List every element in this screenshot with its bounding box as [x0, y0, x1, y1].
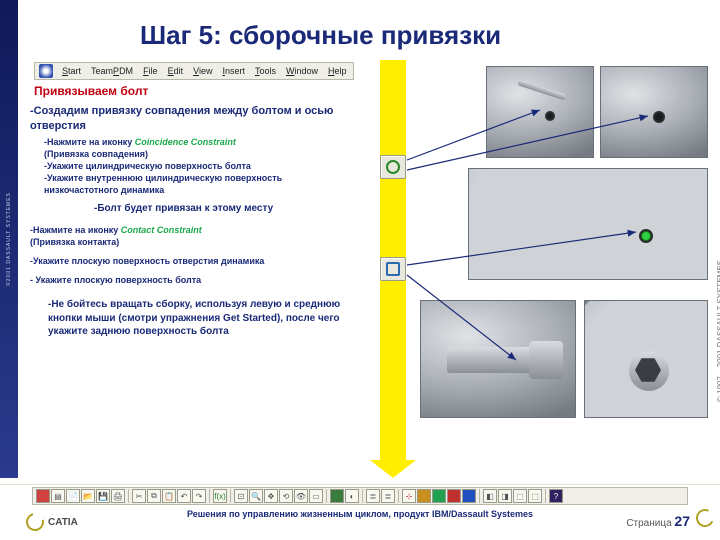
- instruction-content: -Создадим привязку совпадения между болт…: [30, 104, 380, 339]
- page-number: 27: [674, 513, 690, 529]
- tb-m3-icon[interactable]: ⬚: [513, 489, 527, 503]
- figure-bolt-bottom: [420, 300, 576, 418]
- sub-1d: низкочастотного динамика: [30, 184, 380, 196]
- coincidence-constraint-icon[interactable]: [380, 155, 406, 179]
- left-brand-text: ©2001 DASSAULT SYSTEMES: [6, 192, 12, 286]
- tb-tree-icon[interactable]: ≣: [366, 489, 380, 503]
- em-coincidence: Coincidence Constraint: [135, 137, 236, 147]
- menu-tools[interactable]: Tools: [250, 66, 281, 76]
- tb-icon[interactable]: [36, 489, 50, 503]
- figure-hex-bottom: [584, 300, 708, 418]
- tb-sel3-icon[interactable]: [447, 489, 461, 503]
- tb-fit-icon[interactable]: ⊡: [234, 489, 248, 503]
- page-indicator: Страница 27: [626, 513, 690, 529]
- tb-pan-icon[interactable]: ✥: [264, 489, 278, 503]
- tb-m4-icon[interactable]: ⬚: [528, 489, 542, 503]
- tb-sel4-icon[interactable]: [462, 489, 476, 503]
- tb-look-icon[interactable]: 👁: [294, 489, 308, 503]
- menu-insert[interactable]: Insert: [217, 66, 250, 76]
- menu-teampdm[interactable]: TeamPDM: [86, 66, 138, 76]
- menu-edit[interactable]: Edit: [163, 66, 189, 76]
- figure-ring-mid: [468, 168, 708, 280]
- slide-footer: ▤ 📄 📂 💾 🖨 ✂ ⧉ 📋 ↶ ↷ f(x) ⊡ 🔍 ✥ ⟲ 👁 ▭ ◐ ≣…: [0, 484, 720, 540]
- lead-1: -Создадим привязку совпадения между болт…: [30, 104, 380, 134]
- tb-render-icon[interactable]: [330, 489, 344, 503]
- tb-sel2-icon[interactable]: [432, 489, 446, 503]
- contact-constraint-icon[interactable]: [380, 257, 406, 281]
- catia-label: CATIA: [48, 517, 78, 528]
- catia-brand: CATIA: [26, 513, 78, 531]
- tb-m2-icon[interactable]: ◨: [498, 489, 512, 503]
- em-getstarted: Get Started: [223, 313, 277, 324]
- tb-save-icon[interactable]: 💾: [96, 489, 110, 503]
- page-title: Шаг 5: сборочные привязки: [140, 20, 501, 51]
- tip-note: -Не бойтесь вращать сборку, используя ле…: [30, 298, 380, 339]
- em-contact: Contact Constraint: [121, 225, 202, 235]
- bottom-toolbar: ▤ 📄 📂 💾 🖨 ✂ ⧉ 📋 ↶ ↷ f(x) ⊡ 🔍 ✥ ⟲ 👁 ▭ ◐ ≣…: [32, 487, 688, 505]
- footer-center-text: Решения по управлению жизненным циклом, …: [180, 509, 540, 519]
- figure-bolt-top: [486, 66, 594, 158]
- ds-swirl-icon: [693, 506, 716, 529]
- tb-cut-icon[interactable]: ✂: [132, 489, 146, 503]
- menu-file[interactable]: File: [138, 66, 163, 76]
- right-copyright: © 1997 – 2001 DASSAULT SYSTEMES: [716, 260, 720, 402]
- tb-copy-icon[interactable]: ⧉: [147, 489, 161, 503]
- menu-view[interactable]: View: [188, 66, 217, 76]
- menu-window[interactable]: Window: [281, 66, 323, 76]
- tb-undo-icon[interactable]: ↶: [177, 489, 191, 503]
- tb-shade-icon[interactable]: ◐: [345, 489, 359, 503]
- tb-print-icon[interactable]: 🖨: [111, 489, 125, 503]
- menu-help[interactable]: Help: [323, 66, 352, 76]
- sub-2b: -Укажите плоскую поверхность отверстия д…: [30, 255, 380, 267]
- catia-swirl-icon: [23, 510, 48, 535]
- menu-start[interactable]: Start: [57, 66, 86, 76]
- sub-2c: - Укажите плоскую поверхность болта: [30, 274, 380, 286]
- section-subtitle: Привязываем болт: [34, 84, 148, 98]
- tb-paste-icon[interactable]: 📋: [162, 489, 176, 503]
- sub-1b: -Укажите цилиндрическую поверхность болт…: [30, 160, 380, 172]
- tb-zoom-icon[interactable]: 🔍: [249, 489, 263, 503]
- tb-help-icon[interactable]: ?: [549, 489, 563, 503]
- sub-1c: -Укажите внутреннюю цилиндрическую повер…: [30, 172, 380, 184]
- sub-1a: -Нажмите на иконку Coincidence Constrain…: [30, 136, 380, 160]
- mid-note: -Болт будет привязан к этому месту: [30, 202, 380, 216]
- tb-sel1-icon[interactable]: [417, 489, 431, 503]
- tb-fx-icon[interactable]: f(x): [213, 489, 227, 503]
- tb-rot-icon[interactable]: ⟲: [279, 489, 293, 503]
- tb-axis-icon[interactable]: ⊹: [402, 489, 416, 503]
- tb-icon[interactable]: ▤: [51, 489, 65, 503]
- page-label: Страница: [626, 518, 671, 529]
- window-menubar: Start TeamPDM File Edit View Insert Tool…: [34, 62, 354, 80]
- figure-hole-top: [600, 66, 708, 158]
- menubar-items: Start TeamPDM File Edit View Insert Tool…: [57, 66, 352, 76]
- tb-open-icon[interactable]: 📂: [81, 489, 95, 503]
- tb-tree-icon[interactable]: ≣: [381, 489, 395, 503]
- tb-new-icon[interactable]: 📄: [66, 489, 80, 503]
- tb-redo-icon[interactable]: ↷: [192, 489, 206, 503]
- sub-2a: -Нажмите на иконку Contact Constraint (П…: [30, 224, 380, 248]
- tb-m1-icon[interactable]: ◧: [483, 489, 497, 503]
- app-logo-icon: [39, 64, 53, 78]
- tb-view-icon[interactable]: ▭: [309, 489, 323, 503]
- left-brand-stripe: ©2001 DASSAULT SYSTEMES: [0, 0, 18, 478]
